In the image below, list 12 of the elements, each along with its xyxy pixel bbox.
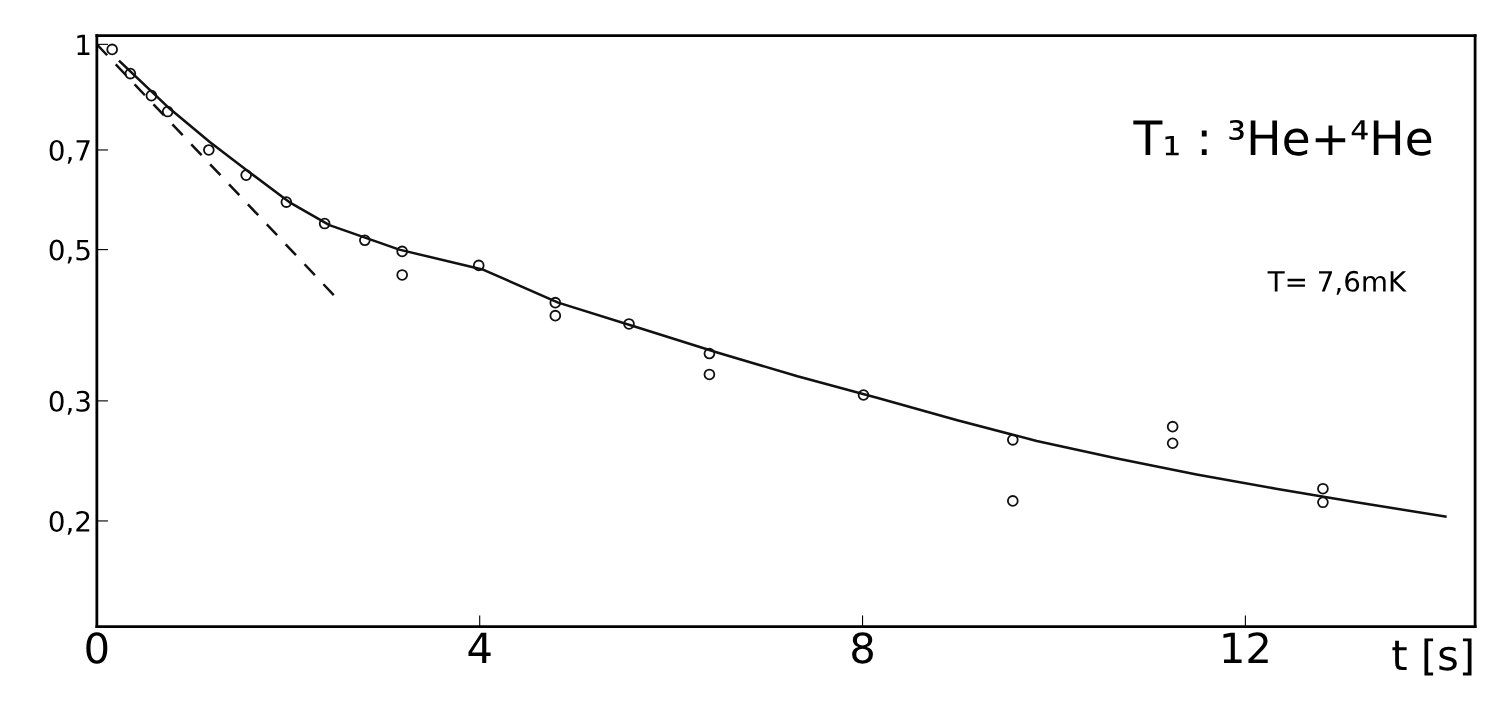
y-tick-label: 0,5 xyxy=(49,239,90,264)
y-tick-label: 0,2 xyxy=(49,510,90,535)
x-tick-label: 8 xyxy=(852,632,873,664)
annotation: T₁ : ³He+⁴He xyxy=(1133,119,1432,156)
x-tick-label: 12 xyxy=(1223,632,1268,664)
x-tick-label: 0 xyxy=(86,632,108,664)
y-tick-label: 0,3 xyxy=(49,390,90,415)
y-tick-label: 0,7 xyxy=(49,139,90,164)
x-tick-label: 4 xyxy=(468,632,491,664)
x-axis-title: t [s] xyxy=(1392,638,1472,676)
y-tick-label: 1 xyxy=(77,34,90,55)
annotation: T= 7,6mK xyxy=(1267,270,1407,295)
